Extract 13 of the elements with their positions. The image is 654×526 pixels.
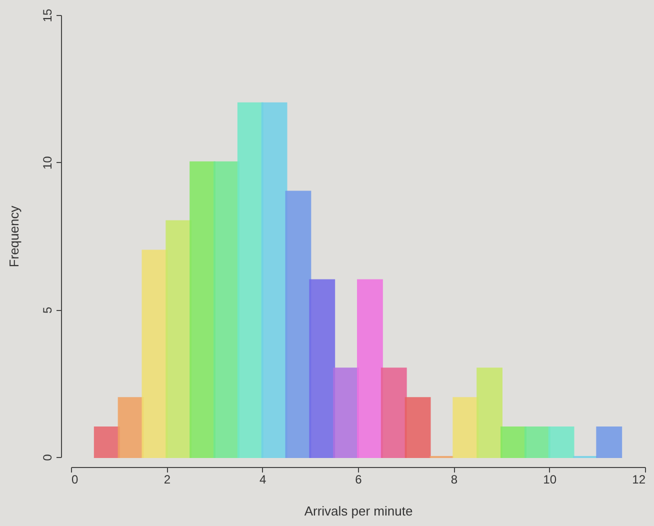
x-tick-label: 12 xyxy=(632,472,646,486)
y-tick-label: 10 xyxy=(40,156,54,170)
x-tick-label: 4 xyxy=(259,472,266,486)
x-tick-label: 2 xyxy=(164,472,171,486)
x-tick-label: 0 xyxy=(72,472,78,486)
x-axis-title: Arrivals per minute xyxy=(304,504,413,518)
y-tick-label: 15 xyxy=(40,8,54,22)
x-tick-label: 10 xyxy=(543,472,557,486)
y-tick-label: 5 xyxy=(40,306,54,314)
y-axis-title: Frequency xyxy=(6,205,22,268)
x-tick-label: 6 xyxy=(355,472,362,486)
y-tick-label: 0 xyxy=(40,454,54,461)
x-tick-label: 8 xyxy=(450,472,458,486)
